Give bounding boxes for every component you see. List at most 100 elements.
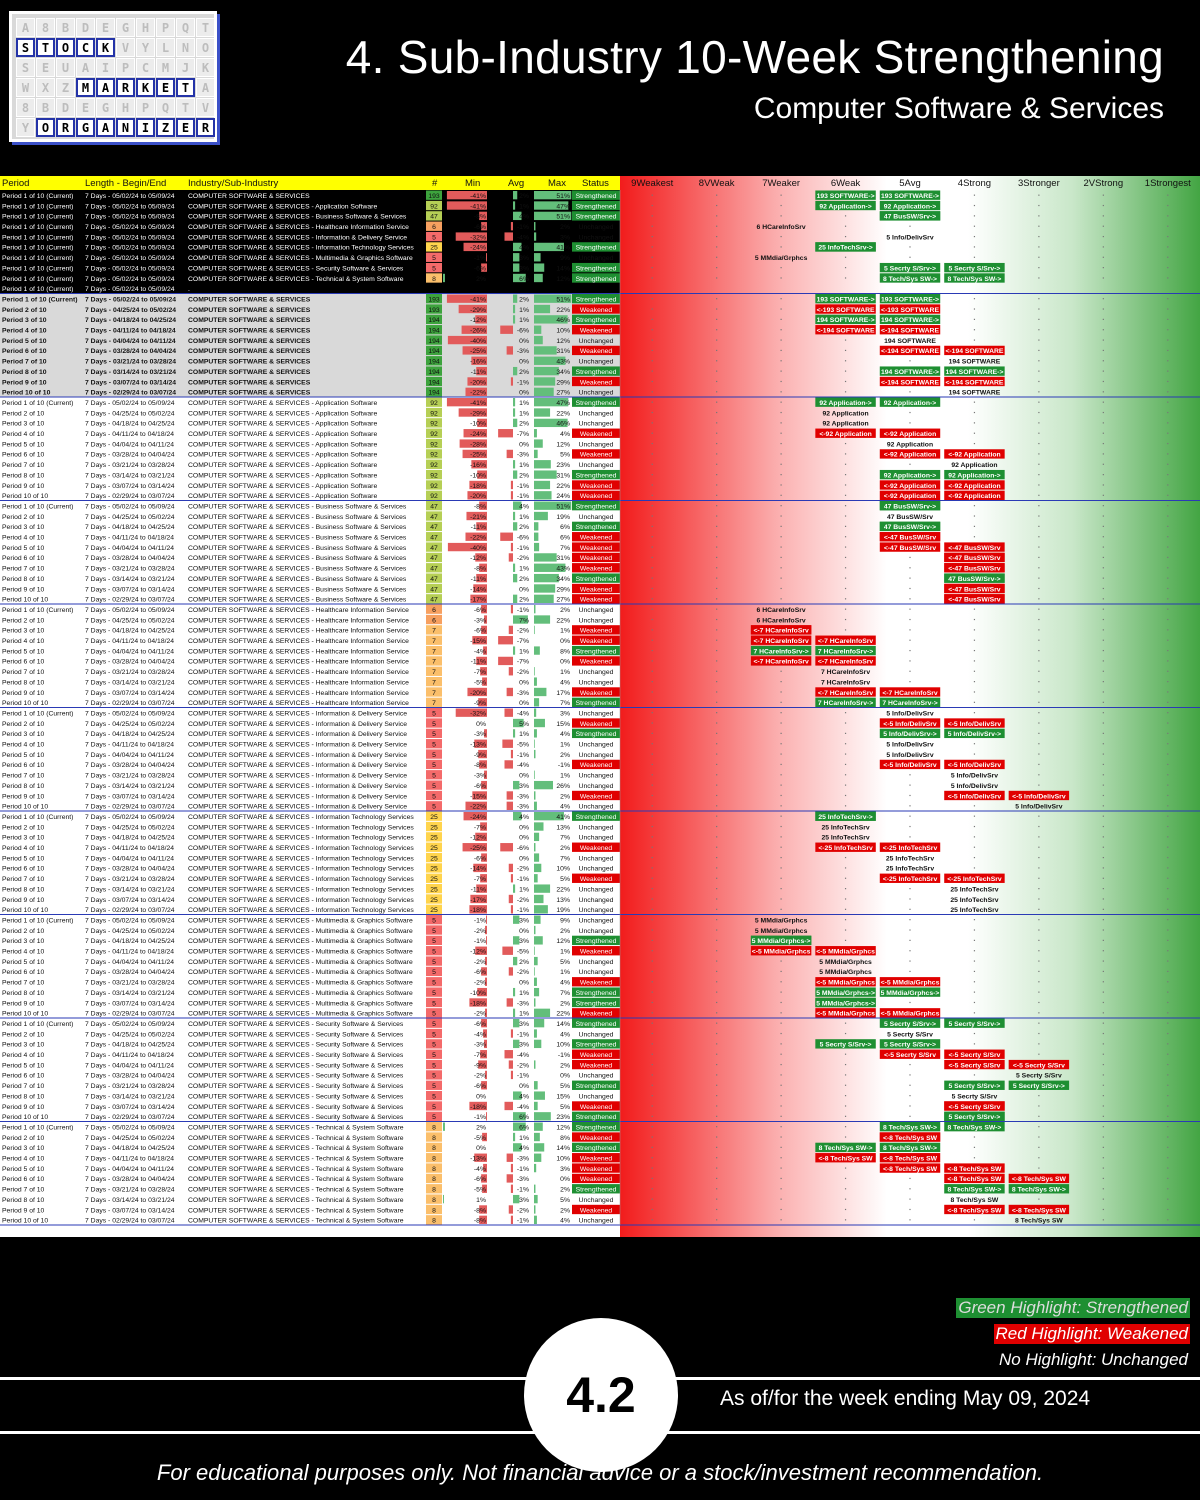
count-cell-bg — [426, 1070, 442, 1080]
level-dot — [780, 277, 782, 279]
level-dot — [1102, 929, 1104, 931]
count-cell-bg — [426, 925, 442, 935]
cell-period: Period 10 of 10 — [2, 1114, 48, 1121]
logo-letter: R — [56, 118, 75, 137]
min-bar — [467, 687, 487, 697]
min-bar — [476, 522, 487, 531]
rank-label-cur-bg — [815, 977, 876, 987]
level-dot — [844, 794, 847, 797]
level-dot — [1038, 484, 1040, 486]
header-level-7weaker: 7Weaker — [762, 178, 800, 189]
cell-max: 7% — [560, 545, 570, 552]
level-dot — [1167, 929, 1169, 931]
level-dot — [1167, 670, 1169, 672]
status-cell-bg — [572, 1184, 620, 1194]
cell-status: Unchanged — [579, 804, 614, 811]
cell-count: 25 — [430, 866, 438, 873]
cell-length: 7 Days - 04/25/24 to 05/02/24 — [85, 928, 175, 935]
avg-bar — [513, 263, 520, 272]
rank-label-prev: 193 SOFTWARE-> — [817, 296, 875, 303]
cell-period: Period 8 of 10 — [2, 472, 45, 479]
cell-length: 7 Days - 04/11/24 to 04/18/24 — [85, 535, 174, 542]
rank-label-cur-bg — [879, 376, 941, 387]
level-dot — [1167, 422, 1169, 424]
level-dot — [1038, 505, 1040, 507]
level-dot — [973, 339, 976, 341]
count-cell-bg — [426, 1080, 442, 1090]
status-cell-bg — [572, 594, 620, 604]
level-dot — [909, 867, 911, 869]
cell-period: Period 1 of 10 (Current) — [2, 400, 73, 407]
cell-status: Weakened — [580, 762, 613, 769]
level-dot — [1038, 329, 1040, 331]
level-dot — [1038, 960, 1040, 962]
level-dot — [1102, 608, 1104, 610]
avg-bar — [510, 605, 513, 614]
level-dot — [1038, 525, 1040, 527]
level-dot — [844, 763, 847, 766]
rank-label-cur-bg — [944, 262, 1005, 273]
level-dot — [909, 649, 911, 652]
cell-status: Strengthened — [576, 296, 617, 303]
cell-length: 7 Days - 04/11/24 to 04/18/24 — [85, 845, 174, 852]
logo-letter: A — [96, 78, 115, 97]
cell-avg: 1% — [519, 731, 529, 738]
logo-letter: O — [36, 118, 55, 137]
rank-label-prev: <-8 Tech/Sys SW — [883, 1156, 938, 1163]
level-dot — [1038, 225, 1040, 227]
cell-length: 7 Days - 03/28/24 to 04/04/24 — [85, 1073, 175, 1080]
min-bar — [483, 646, 487, 655]
max-bar — [534, 1081, 538, 1090]
status-cell-bg — [572, 997, 620, 1008]
level-dot — [1038, 370, 1040, 372]
level-dot — [780, 546, 782, 548]
cell-status: Strengthened — [576, 731, 617, 738]
rank-label-prev: 92 Application-> — [884, 472, 936, 479]
cell-status: Weakened — [580, 876, 613, 883]
rank-label-prev-bg — [944, 449, 1005, 459]
level-dot — [1102, 1126, 1104, 1128]
cell-status: Strengthened — [576, 400, 617, 407]
level-dot — [780, 898, 782, 900]
level-dot — [844, 608, 847, 610]
cell-industry: COMPUTER SOFTWARE & SERVICES - Business … — [188, 597, 407, 604]
level-dot — [1038, 991, 1040, 993]
cell-avg: -2% — [517, 555, 529, 562]
min-bar — [480, 822, 487, 831]
cell-avg: -2% — [517, 1062, 529, 1069]
level-dot — [716, 763, 718, 766]
level-dot — [909, 960, 911, 962]
level-dot — [973, 639, 976, 641]
level-dot — [1102, 722, 1104, 724]
rank-label-unchanged: 5 Info/DelivSrv — [951, 783, 998, 790]
level-dot — [651, 1084, 653, 1086]
level-dot — [716, 525, 718, 527]
level-dot — [1102, 639, 1104, 641]
count-cell-bg — [426, 407, 442, 418]
rank-label-prev: 8 Tech/Sys SW-> — [883, 276, 937, 283]
count-cell-bg — [426, 314, 442, 325]
level-dot — [844, 867, 847, 869]
cell-industry: COMPUTER SOFTWARE & SERVICES - Informati… — [188, 886, 414, 893]
cell-min: -16% — [470, 462, 486, 469]
level-dot — [844, 494, 847, 496]
cell-count: 8 — [432, 1145, 436, 1152]
cell-status: Unchanged — [579, 669, 614, 676]
cell-max: 5% — [560, 1083, 570, 1090]
cell-status: Strengthened — [576, 1021, 617, 1028]
level-dot — [973, 525, 976, 527]
rank-label-cur: <-47 BusSW/Srv — [948, 555, 1001, 562]
rank-label-prev: <-5 Info/DelivSrv — [948, 721, 1002, 728]
rank-label-cur-bg — [944, 1101, 1005, 1111]
level-dot — [651, 587, 653, 590]
level-dot — [844, 722, 847, 724]
level-dot — [844, 1136, 847, 1138]
level-dot — [909, 743, 911, 745]
level-dot — [909, 856, 911, 859]
cell-avg: -2% — [517, 628, 529, 635]
level-dot — [1038, 867, 1040, 869]
count-cell-bg — [426, 997, 442, 1008]
cell-period: Period 2 of 10 — [2, 721, 45, 728]
rank-label-prev-bg — [1008, 1173, 1070, 1184]
